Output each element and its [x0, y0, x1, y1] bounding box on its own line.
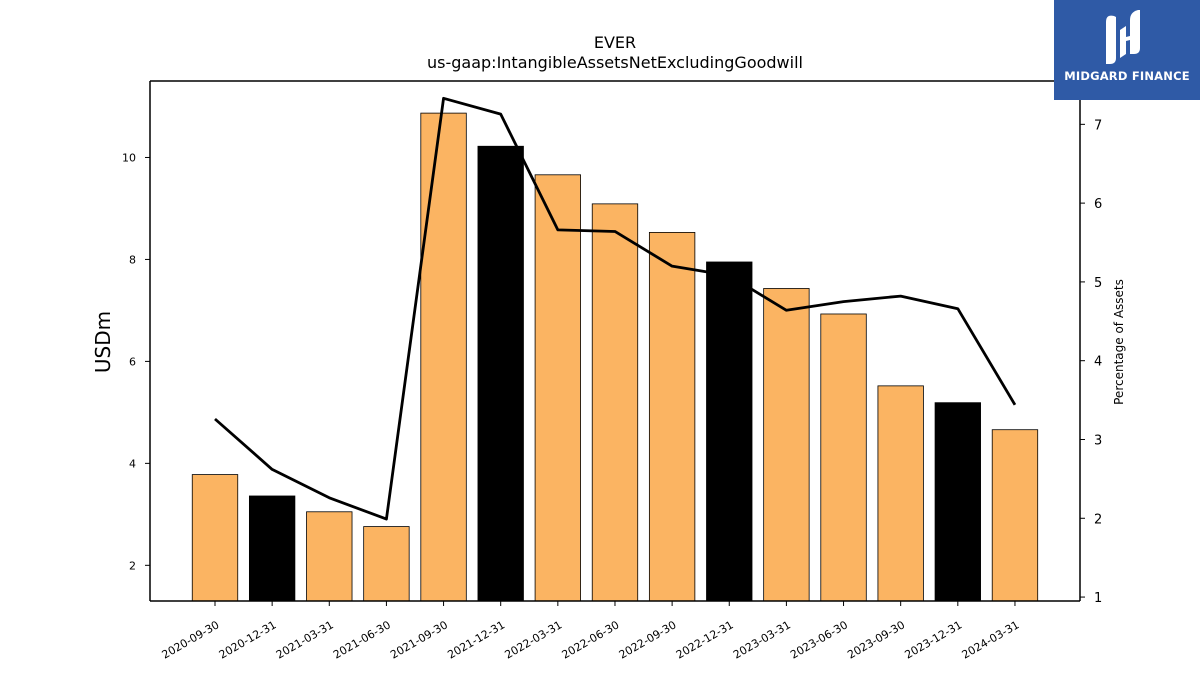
bar	[306, 511, 353, 602]
bar	[477, 145, 524, 602]
chart-title: EVER	[594, 33, 636, 52]
x-tick-label: 2021-03-31	[274, 618, 336, 661]
bar	[591, 203, 639, 602]
bar	[934, 402, 981, 602]
x-tick-label: 2020-09-30	[160, 618, 222, 661]
y-tick-label: 6	[129, 355, 136, 368]
y2-tick-label: 1	[1094, 591, 1102, 606]
bar	[420, 112, 467, 602]
bar	[706, 261, 753, 602]
bar	[820, 313, 867, 602]
plot-area: 24681012345672020-09-302020-12-312021-03…	[122, 80, 1102, 662]
x-tick-label: 2021-12-31	[445, 618, 507, 661]
x-tick-label: 2023-12-31	[902, 618, 964, 661]
x-tick-label: 2024-03-31	[960, 618, 1022, 661]
y-axis-label: USDm	[91, 311, 115, 373]
bar	[363, 526, 410, 602]
bar	[248, 495, 296, 602]
y2-tick-label: 4	[1094, 355, 1102, 370]
x-tick-label: 2022-12-31	[674, 618, 736, 661]
y2-tick-label: 5	[1094, 276, 1102, 291]
brand-logo: MIDGARD FINANCE	[1054, 0, 1200, 100]
x-tick-label: 2021-09-30	[388, 618, 450, 661]
x-tick-label: 2022-03-31	[502, 618, 564, 661]
x-tick-label: 2022-06-30	[560, 618, 622, 661]
bar	[534, 174, 581, 602]
series-line	[214, 96, 1017, 521]
bar	[763, 288, 810, 602]
y2-tick-label: 3	[1094, 433, 1102, 448]
y-tick-label: 2	[129, 559, 136, 572]
brand-name: MIDGARD FINANCE	[1064, 69, 1190, 83]
y-tick-label: 8	[129, 253, 136, 266]
bar	[991, 429, 1039, 602]
midgard-logo-icon	[1106, 10, 1140, 65]
x-tick-label: 2023-06-30	[788, 618, 850, 661]
bar	[877, 385, 924, 602]
bar	[191, 474, 239, 602]
x-tick-label: 2020-12-31	[217, 618, 279, 661]
y2-tick-label: 6	[1094, 197, 1102, 212]
bar	[648, 232, 696, 602]
x-tick-label: 2021-06-30	[331, 618, 393, 661]
chart-subtitle: us-gaap:IntangibleAssetsNetExcludingGood…	[427, 53, 803, 72]
x-tick-label: 2022-09-30	[617, 618, 679, 661]
y-tick-label: 4	[129, 457, 136, 470]
y2-tick-label: 7	[1094, 118, 1102, 133]
x-tick-label: 2023-09-30	[845, 618, 907, 661]
y-tick-label: 10	[122, 151, 136, 164]
y2-axis-label: Percentage of Assets	[1112, 279, 1126, 405]
y2-tick-label: 2	[1094, 512, 1102, 527]
x-tick-label: 2023-03-31	[731, 618, 793, 661]
